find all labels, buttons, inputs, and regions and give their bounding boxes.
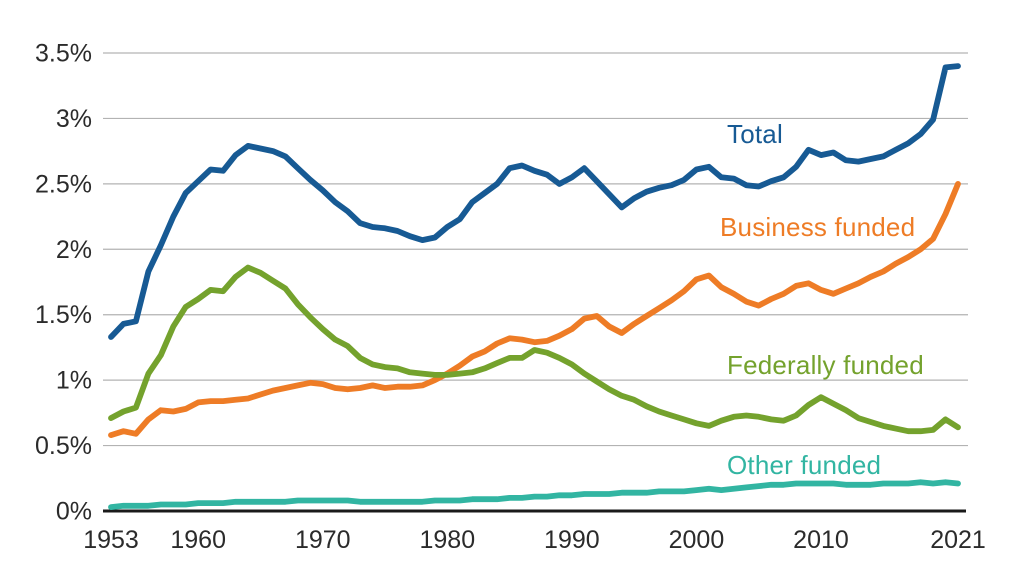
x-tick-label-1980: 1980 <box>419 526 475 554</box>
x-tick-label-1970: 1970 <box>295 526 351 554</box>
series-label-other-funded: Other funded <box>727 450 882 480</box>
y-tick-label-1.5%: 1.5% <box>35 301 92 329</box>
x-tick-label-1990: 1990 <box>544 526 600 554</box>
y-tick-label-2.5%: 2.5% <box>35 170 92 198</box>
x-tick-label-1953: 1953 <box>83 526 139 554</box>
x-tick-label-2021: 2021 <box>930 526 986 554</box>
y-tick-label-0.5%: 0.5% <box>35 432 92 460</box>
line-other-funded <box>108 479 961 511</box>
series-label-federally-funded: Federally funded <box>727 350 924 380</box>
series-label-business-funded: Business funded <box>720 212 916 242</box>
y-tick-label-3%: 3% <box>56 105 92 133</box>
y-tick-label-3.5%: 3.5% <box>35 40 92 68</box>
x-tick-label-2010: 2010 <box>793 526 849 554</box>
y-tick-label-0%: 0% <box>56 498 92 526</box>
x-tick-label-1960: 1960 <box>170 526 226 554</box>
line-business-funded <box>108 180 961 439</box>
x-tick-label-2000: 2000 <box>669 526 725 554</box>
line-total <box>108 63 961 340</box>
y-tick-label-2%: 2% <box>56 236 92 264</box>
line-federally-funded <box>108 264 961 435</box>
y-tick-label-1%: 1% <box>56 367 92 395</box>
series-label-total: Total <box>727 119 783 149</box>
